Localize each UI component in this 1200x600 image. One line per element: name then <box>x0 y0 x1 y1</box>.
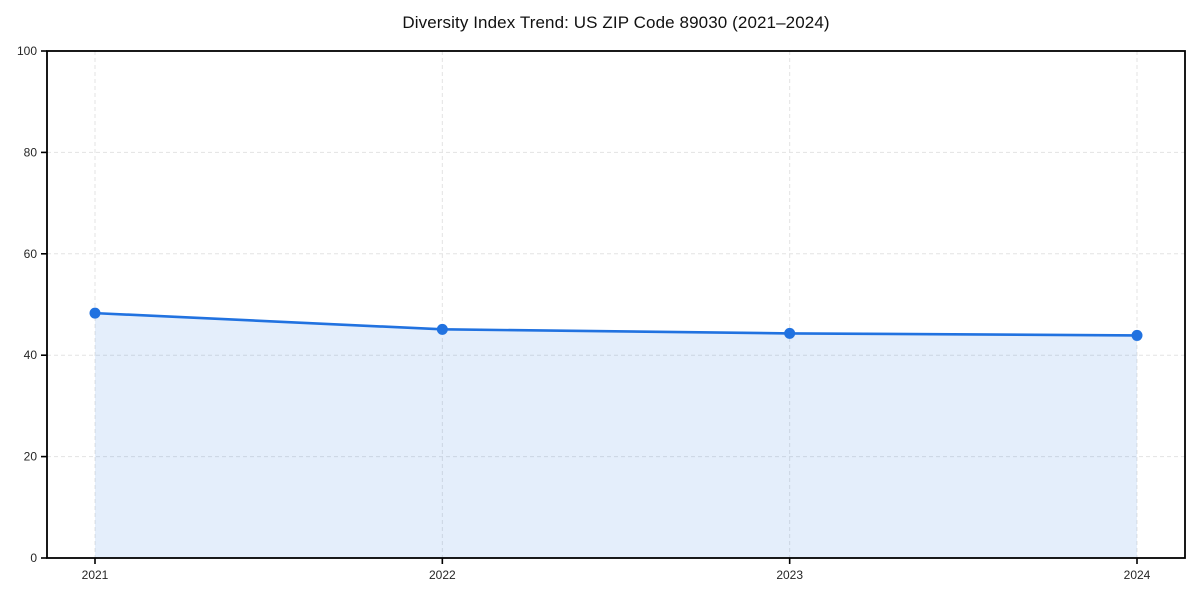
y-tick-label: 0 <box>30 551 37 565</box>
x-tick-label: 2022 <box>429 568 456 582</box>
area-fill <box>95 313 1137 558</box>
y-tick-label: 100 <box>17 44 37 58</box>
trend-line <box>93 311 1139 337</box>
chart-title: Diversity Index Trend: US ZIP Code 89030… <box>402 13 830 32</box>
y-tick-label: 20 <box>24 450 38 464</box>
y-tick-label: 60 <box>24 247 38 261</box>
x-tick-label: 2021 <box>82 568 109 582</box>
x-tick-label: 2023 <box>776 568 803 582</box>
y-tick-label: 80 <box>24 145 38 159</box>
data-point-marker <box>436 323 448 335</box>
data-point-marker <box>89 307 101 319</box>
y-tick-label: 40 <box>24 348 38 362</box>
data-point-marker <box>784 327 796 339</box>
x-tick-label: 2024 <box>1124 568 1151 582</box>
axes-box <box>46 50 1186 559</box>
data-point-marker <box>1131 329 1143 341</box>
